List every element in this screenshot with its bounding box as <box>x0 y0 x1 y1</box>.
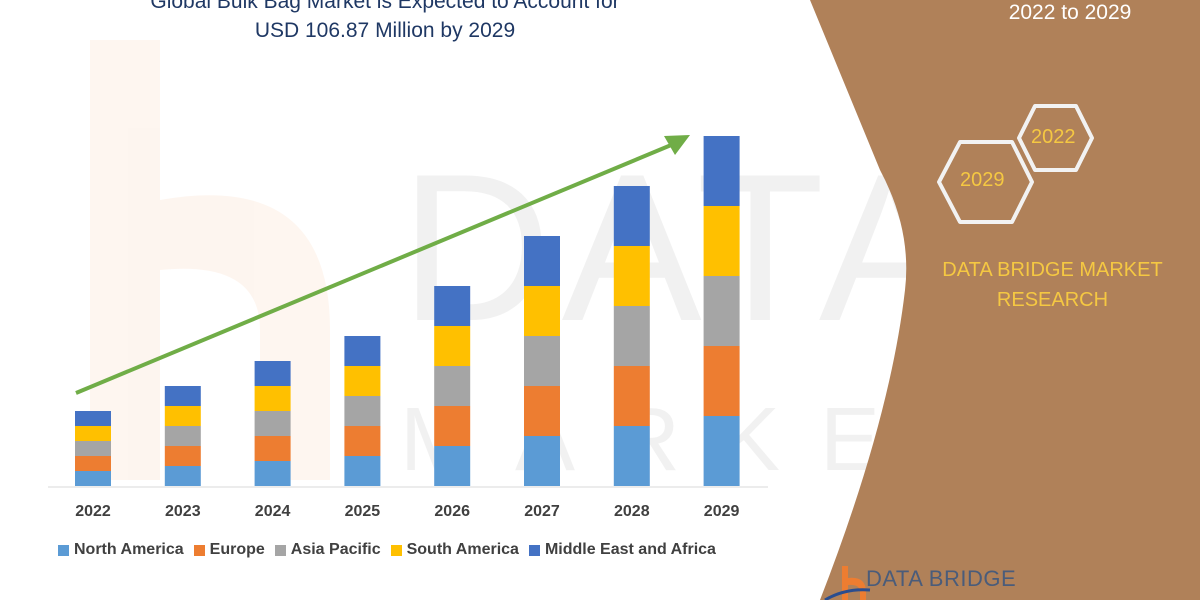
legend-label: South America <box>406 541 519 558</box>
x-tick-label: 2026 <box>434 503 470 520</box>
legend-label: Middle East and Africa <box>544 541 716 558</box>
bar-2024-europe <box>254 436 291 461</box>
legend-swatch <box>274 544 286 556</box>
bar-2027-middle-east-and-africa <box>524 236 560 286</box>
x-tick-label: 2024 <box>254 503 291 520</box>
brand-text: DATA BRIDGE MARKET RESEARCH <box>942 259 1163 311</box>
bar-2023-middle-east-and-africa <box>164 386 201 406</box>
bar-2028-asia-pacific <box>613 306 650 366</box>
x-tick-label: 2025 <box>344 503 381 520</box>
chart-title-line1: Global Bulk Bag Market is Expected to Ac… <box>150 0 620 13</box>
hex-2029 <box>937 140 1034 224</box>
bar-2022-middle-east-and-africa <box>75 411 111 426</box>
legend-item: Asia Pacific <box>274 541 381 559</box>
trend-arrow <box>75 141 677 395</box>
bar-2022-south-america <box>75 426 111 441</box>
bar-2022-asia-pacific <box>75 441 111 456</box>
bar-2028-north-america <box>613 426 650 486</box>
bar-2023-south-america <box>164 406 201 426</box>
bar-2024-south-america <box>254 386 291 411</box>
bar-2022-north-america <box>75 471 111 486</box>
bar-2029-asia-pacific <box>703 276 740 346</box>
trend-arrow-head <box>664 135 690 155</box>
legend-item: North America <box>58 541 184 559</box>
legend-swatch <box>390 544 402 556</box>
bar-2026-asia-pacific <box>434 366 471 406</box>
chart-title-line2: USD 106.87 Million by 2029 <box>254 19 516 42</box>
legend-label: Asia Pacific <box>290 541 381 558</box>
legend-item: South America <box>390 541 519 559</box>
bar-2029-middle-east-and-africa <box>703 136 740 206</box>
x-tick-label: 2022 <box>75 503 111 520</box>
legend-label: North America <box>74 541 184 558</box>
x-tick-label: 2027 <box>524 503 560 520</box>
legend-swatch <box>58 544 69 556</box>
bar-2029-north-america <box>703 416 740 486</box>
bar-2026-north-america <box>434 446 471 486</box>
bar-2028-middle-east-and-africa <box>613 186 650 246</box>
bar-2023-europe <box>164 446 201 466</box>
bar-2029-europe <box>703 346 740 416</box>
logo-text: DATA BRIDGE <box>866 566 1017 591</box>
bar-2022-europe <box>75 456 111 471</box>
bar-2024-north-america <box>254 461 291 486</box>
bar-2027-south-america <box>524 286 560 336</box>
bar-2025-europe <box>344 426 381 456</box>
bar-2027-asia-pacific <box>524 336 560 386</box>
legend-swatch <box>193 544 205 556</box>
period-label: 2022 to 2029 <box>1008 1 1132 24</box>
legend-item: Europe <box>193 541 265 559</box>
legend-label: Europe <box>209 541 265 558</box>
legend: North America Europe Asia Pacific South Ame… <box>58 541 716 559</box>
hex-2022 <box>1017 104 1094 172</box>
x-tick-label: 2028 <box>614 503 650 520</box>
x-tick-label: 2029 <box>703 503 740 520</box>
x-tick-label: 2023 <box>165 503 201 520</box>
bar-2025-middle-east-and-africa <box>344 336 381 366</box>
hex-label-2022: 2022 <box>1031 126 1076 148</box>
bar-2023-north-america <box>164 466 201 486</box>
bar-2025-south-america <box>344 366 381 396</box>
bar-2025-asia-pacific <box>344 396 381 426</box>
legend-item: Middle East and Africa <box>528 541 716 559</box>
bar-2025-north-america <box>344 456 381 486</box>
bar-2028-europe <box>613 366 650 426</box>
bar-2024-asia-pacific <box>254 411 291 436</box>
bar-2024-middle-east-and-africa <box>254 361 291 386</box>
hex-label-2029: 2029 <box>960 169 1005 191</box>
bar-2029-south-america <box>703 206 740 276</box>
side-panel <box>810 0 1200 600</box>
bar-2027-north-america <box>524 436 560 486</box>
bar-2023-asia-pacific <box>164 426 201 446</box>
watermark-logo <box>90 40 330 480</box>
bar-2027-europe <box>524 386 560 436</box>
bar-2026-europe <box>434 406 471 446</box>
legend-swatch <box>528 544 540 556</box>
bar-2028-south-america <box>613 246 650 306</box>
bars <box>75 136 740 486</box>
bar-2026-middle-east-and-africa <box>434 286 471 326</box>
logo-mark <box>824 566 871 600</box>
bar-2026-south-america <box>434 326 471 366</box>
